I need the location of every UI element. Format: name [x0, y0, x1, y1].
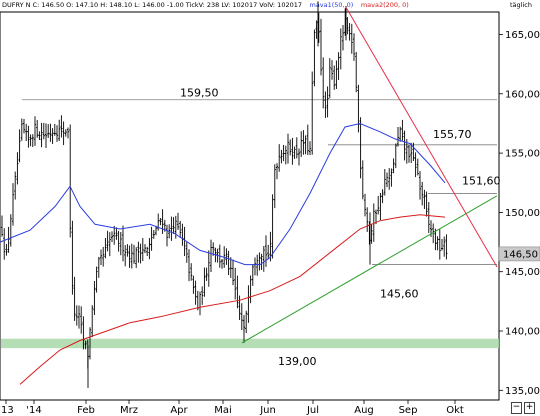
zoom-in-icon[interactable]: +: [524, 402, 535, 414]
downtrend-line: [345, 6, 498, 268]
x-tick-label: Mai: [214, 405, 232, 416]
level-annotation: 155,70: [433, 128, 472, 141]
x-tick-label: Mrz: [120, 405, 138, 416]
plot-frame: [0, 11, 500, 401]
y-tick-label: 160,00: [505, 89, 540, 100]
level-annotation: 139,00: [278, 355, 317, 368]
last-price-box: [498, 246, 540, 262]
x-tick-label: Sep: [399, 405, 418, 416]
last-price-label: 146,50: [503, 249, 538, 260]
x-tick-label: Feb: [77, 405, 95, 416]
x-tick-label: '14: [26, 405, 41, 416]
y-tick-label: 145,00: [505, 267, 540, 278]
uptrend-line: [241, 195, 498, 344]
x-tick-label: Jun: [259, 405, 276, 416]
y-tick-label: 165,00: [505, 30, 540, 41]
x-tick-label: Aug: [354, 405, 374, 416]
x-tick-label: Jul: [306, 405, 319, 416]
level-annotation: 145,60: [380, 288, 419, 301]
zoom-out-icon[interactable]: −: [511, 402, 522, 414]
y-tick-label: 140,00: [505, 327, 540, 338]
y-tick-label: 155,00: [505, 149, 540, 160]
ma50-line: [0, 122, 446, 266]
x-tick-label: Okt: [446, 405, 464, 416]
period-label: täglich: [510, 1, 532, 9]
y-tick-label: 150,00: [505, 208, 540, 219]
y-tick-label: 135,00: [505, 386, 540, 397]
chart-header: DUFRY N C: 146.50 O: 147.10 H: 148.10 L:…: [2, 0, 409, 11]
x-tick-label: '13: [0, 405, 14, 416]
ma200-line: [19, 214, 446, 385]
level-annotation: 159,50: [180, 87, 219, 100]
x-tick-label: Apr: [170, 405, 188, 416]
zoom-control[interactable]: − +: [511, 402, 535, 414]
support-zone: [1, 338, 499, 349]
level-annotation: 151,60: [462, 174, 501, 187]
